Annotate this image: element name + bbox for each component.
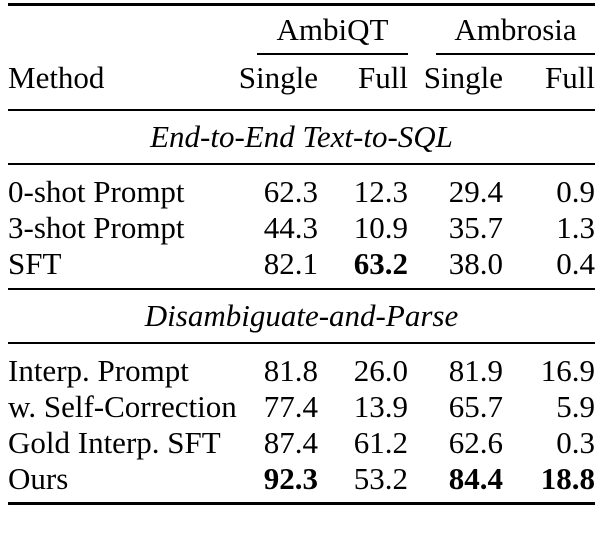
value-cell: 26.0 [353, 352, 408, 388]
method-cell: Gold Interp. SFT [8, 424, 221, 460]
column-header-row: Method Single Full Single Full [8, 54, 596, 111]
value-cell: 1.3 [556, 209, 596, 245]
table-row: Interp. Prompt 81.8 26.0 81.9 16.9 [8, 343, 595, 389]
value-cell: 12.3 [353, 173, 408, 209]
value-cell: 81.8 [263, 352, 318, 388]
column-group-ambiqt: AmbiQT [233, 5, 408, 55]
sub-header-ambrosia-full: Full [503, 54, 596, 111]
table-row: SFT 82.1 63.2 38.0 0.4 [8, 246, 595, 289]
section-header-row: End-to-End Text-to-SQL [8, 108, 596, 165]
value-cell: 65.7 [448, 388, 503, 424]
value-cell: 62.6 [448, 424, 503, 460]
column-group-label: Ambrosia [454, 12, 577, 47]
value-cell: 0.4 [556, 245, 596, 281]
method-cell: Interp. Prompt [8, 352, 189, 388]
value-cell: 62.3 [263, 173, 318, 209]
value-cell: 84.4 [448, 460, 503, 496]
value-cell: 13.9 [353, 388, 408, 424]
sub-header-ambrosia-single: Single [408, 54, 503, 111]
value-cell: 10.9 [353, 209, 408, 245]
results-table: AmbiQT Ambrosia Method Single Full Singl… [8, 3, 596, 506]
value-cell: 92.3 [263, 460, 318, 496]
value-cell: 0.9 [556, 173, 596, 209]
group-row-spacer [8, 5, 233, 55]
value-cell: 82.1 [263, 245, 318, 281]
value-cell: 18.8 [540, 460, 596, 496]
method-cell: SFT [8, 245, 62, 281]
column-group-ambrosia: Ambrosia [408, 5, 596, 55]
method-cell: 0-shot Prompt [8, 173, 185, 209]
table-row: Gold Interp. SFT 87.4 61.2 62.6 0.3 [8, 425, 595, 461]
value-cell: 5.9 [556, 388, 596, 424]
value-cell: 63.2 [353, 245, 408, 281]
method-cell: 3-shot Prompt [8, 209, 185, 245]
sub-header-ambiqt-full: Full [318, 54, 408, 111]
table-row: 0-shot Prompt 62.3 12.3 29.4 0.9 [8, 164, 595, 210]
value-cell: 77.4 [263, 388, 318, 424]
value-cell: 38.0 [448, 245, 503, 281]
section-title: End-to-End Text-to-SQL [8, 108, 596, 165]
value-cell: 0.3 [556, 424, 596, 460]
value-cell: 87.4 [263, 424, 318, 460]
value-cell: 35.7 [448, 209, 503, 245]
column-group-label: AmbiQT [276, 12, 389, 47]
column-group-row: AmbiQT Ambrosia [8, 5, 596, 55]
value-cell: 81.9 [448, 352, 503, 388]
column-group-underline: AmbiQT [257, 12, 408, 55]
value-cell: 61.2 [353, 424, 408, 460]
method-cell: w. Self-Correction [8, 388, 237, 424]
table-row: w. Self-Correction 77.4 13.9 65.7 5.9 [8, 389, 595, 425]
section-header-row: Disambiguate-and-Parse [8, 287, 596, 344]
value-cell: 44.3 [263, 209, 318, 245]
method-column-header: Method [8, 54, 233, 111]
value-cell: 29.4 [448, 173, 503, 209]
table-row: 3-shot Prompt 44.3 10.9 35.7 1.3 [8, 210, 595, 246]
method-cell: Ours [8, 460, 69, 496]
column-group-underline: Ambrosia [436, 12, 596, 55]
value-cell: 16.9 [540, 352, 596, 388]
table-row: Ours 92.3 53.2 84.4 18.8 [8, 461, 595, 504]
value-cell: 53.2 [353, 460, 408, 496]
sub-header-ambiqt-single: Single [233, 54, 318, 111]
section-title: Disambiguate-and-Parse [8, 287, 596, 344]
